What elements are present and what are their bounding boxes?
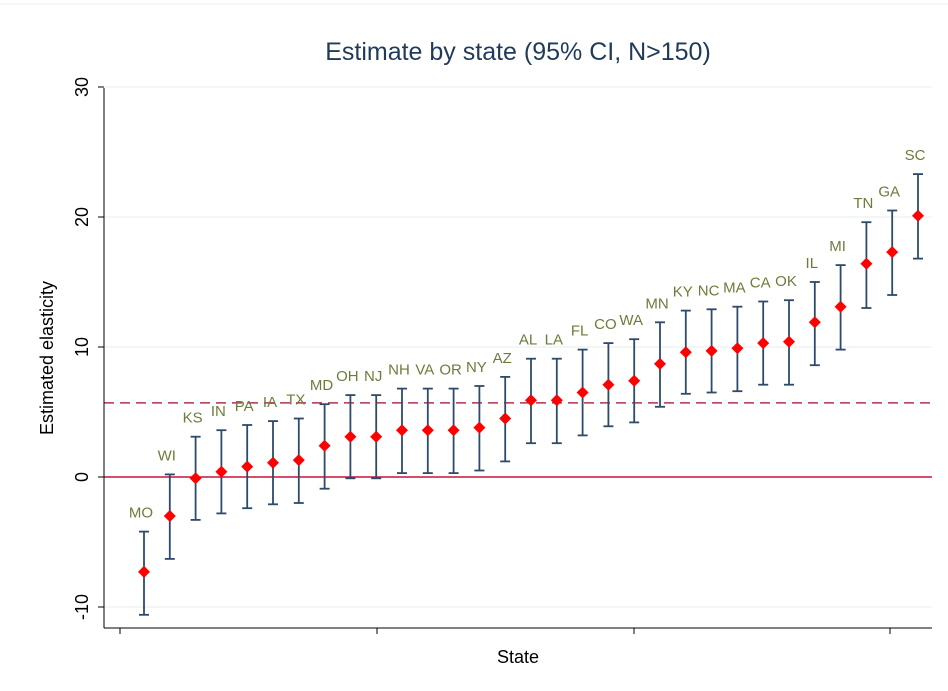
state-label-ga: GA [878, 184, 900, 201]
reference-lines [104, 402, 932, 478]
point-ky [679, 346, 692, 359]
point-ma [731, 342, 744, 355]
state-label-va: VA [415, 362, 434, 379]
chart-title: Estimate by state (95% CI, N>150) [325, 38, 711, 66]
grid-layer [104, 86, 932, 608]
state-label-fl: FL [571, 323, 589, 340]
point-az [499, 412, 512, 425]
point-ok [783, 335, 795, 348]
state-label-wa: WA [619, 312, 643, 329]
y-ticks: -10 0 10 20 30 [72, 77, 104, 620]
state-label-ks: KS [183, 410, 203, 427]
point-mi [834, 300, 847, 313]
state-label-ny: NY [466, 359, 487, 376]
state-label-tn: TN [853, 195, 873, 212]
y-tick-label-0: 0 [72, 472, 92, 482]
point-co [602, 378, 615, 391]
point-tx [292, 454, 305, 467]
state-label-tx: TX [286, 392, 305, 409]
point-mn [654, 357, 666, 370]
state-label-or: OR [439, 362, 462, 379]
y-tick-label--10: -10 [72, 594, 92, 620]
state-label-la: LA [545, 332, 563, 349]
state-label-az: AZ [493, 350, 512, 367]
point-la [550, 394, 563, 407]
point-oh [344, 430, 357, 443]
y-axis-label: Estimated elasticity [37, 281, 57, 435]
point-ia [267, 456, 279, 469]
point-il [808, 316, 821, 329]
state-label-md: MD [310, 377, 333, 394]
state-label-sc: SC [905, 147, 926, 164]
point-in [215, 465, 228, 478]
point-or [447, 424, 460, 437]
state-label-il: IL [806, 255, 819, 272]
state-label-ia: IA [263, 394, 277, 411]
point-ny [473, 421, 486, 434]
point-estimates [138, 209, 924, 578]
x-axis-label: State [497, 647, 539, 667]
state-label-ok: OK [775, 273, 797, 290]
state-label-pa: PA [235, 398, 254, 415]
state-label-wi: WI [158, 447, 176, 464]
state-label-nh: NH [388, 362, 410, 379]
state-label-mn: MN [645, 295, 668, 312]
state-label-mi: MI [829, 238, 846, 255]
point-fl [576, 386, 589, 399]
point-wa [628, 374, 641, 387]
point-ga [886, 246, 899, 259]
state-label-in: IN [211, 403, 226, 420]
point-wi [163, 510, 176, 522]
y-tick-label-10: 10 [72, 337, 92, 357]
point-al [525, 394, 537, 407]
point-ks [189, 472, 202, 485]
point-mo [138, 565, 150, 578]
point-nh [396, 424, 408, 437]
point-ca [757, 337, 770, 350]
state-label-nc: NC [698, 282, 720, 299]
point-sc [912, 209, 924, 222]
point-va [421, 424, 434, 437]
point-tn [860, 257, 873, 270]
y-tick-label-30: 30 [72, 77, 92, 97]
point-pa [241, 460, 254, 473]
state-label-nj: NJ [364, 368, 382, 385]
state-label-ma: MA [723, 280, 746, 297]
point-md [318, 439, 331, 452]
state-label-mo: MO [129, 505, 153, 522]
state-label-ca: CA [750, 275, 771, 292]
state-label-oh: OH [336, 368, 359, 385]
state-label-co: CO [594, 316, 617, 333]
point-nj [370, 430, 383, 443]
axes [103, 88, 932, 629]
state-label-ky: KY [673, 284, 693, 301]
point-nc [705, 344, 718, 357]
y-tick-label-20: 20 [72, 207, 92, 227]
x-ticks [119, 628, 891, 634]
state-label-al: AL [519, 332, 537, 349]
